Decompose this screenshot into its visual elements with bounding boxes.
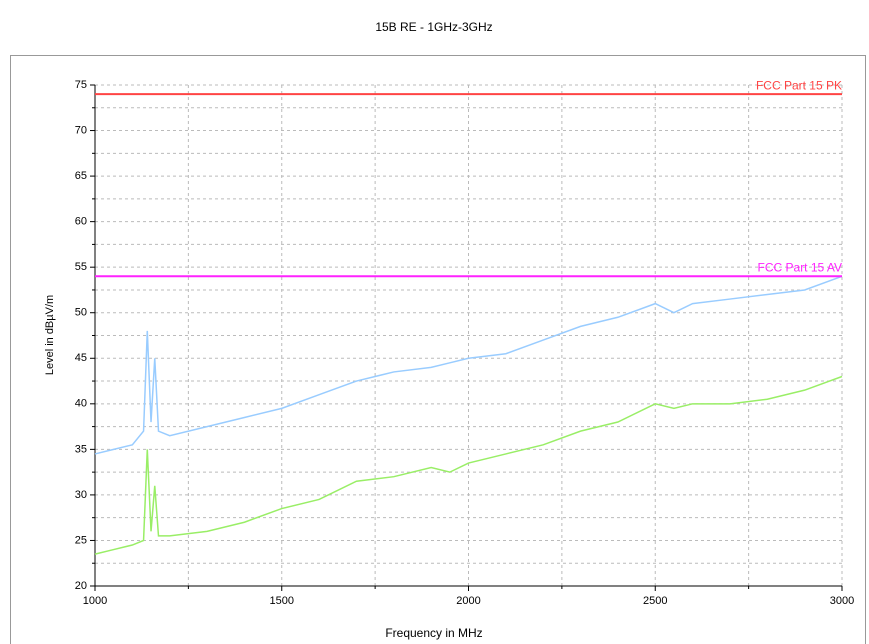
y-tick-label: 75: [75, 79, 87, 91]
data-line: [94, 375, 843, 555]
y-tick-label: 45: [75, 352, 87, 364]
y-tick-label: 70: [75, 124, 87, 136]
chart-title: 15B RE - 1GHz-3GHz: [375, 20, 492, 34]
x-tick-label: 3000: [830, 595, 854, 607]
y-tick-label: 60: [75, 216, 87, 228]
limit-label: FCC Part 15 AV: [758, 260, 842, 274]
y-axis-label: Level in dBµV/m: [44, 295, 56, 375]
y-tick-label: 35: [75, 443, 87, 455]
y-tick-label: 50: [75, 307, 87, 319]
data-line: [94, 275, 843, 455]
limit-label: FCC Part 15 PK: [756, 78, 842, 92]
chart-frame: [10, 55, 866, 644]
y-tick-label: 55: [75, 261, 87, 273]
x-tick-label: 2000: [456, 595, 480, 607]
y-tick-label: 20: [75, 580, 87, 592]
x-axis-label: Frequency in MHz: [385, 626, 482, 640]
x-tick-label: 1500: [270, 595, 294, 607]
x-tick-label: 1000: [83, 595, 107, 607]
y-tick-label: 65: [75, 170, 87, 182]
y-tick-label: 30: [75, 489, 87, 501]
y-tick-label: 25: [75, 534, 87, 546]
x-tick-label: 2500: [643, 595, 667, 607]
y-tick-label: 40: [75, 398, 87, 410]
